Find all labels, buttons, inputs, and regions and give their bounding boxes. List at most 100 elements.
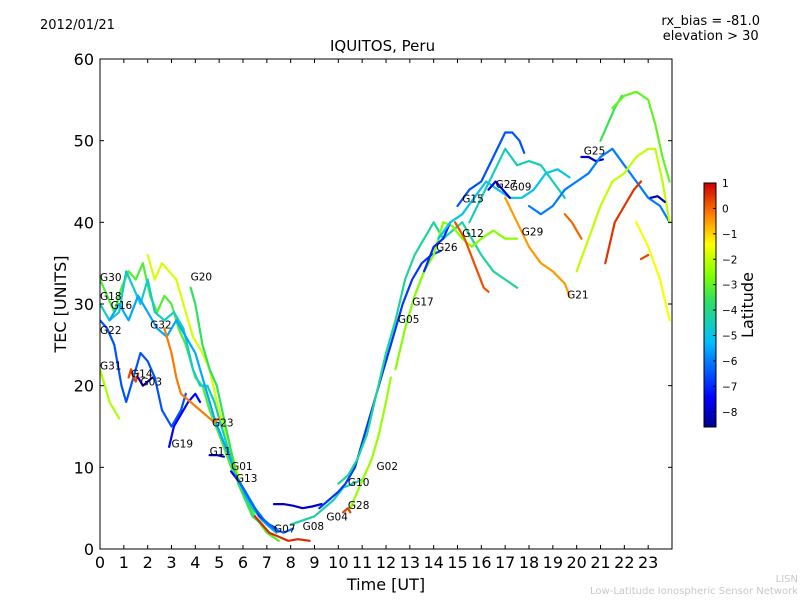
watermark: LISN Low-Latitude Ionospheric Sensor Net…	[590, 574, 798, 598]
watermark-brand: LISN	[775, 574, 798, 585]
series-G04	[289, 478, 364, 526]
x-tick-label: 8	[286, 553, 296, 572]
chart-title: IQUITOS, Peru	[330, 37, 436, 55]
x-tick-label: 4	[190, 553, 200, 572]
prn-label-G15: G15	[462, 194, 484, 206]
prn-label-G29: G29	[522, 226, 544, 238]
colorbar-tick-label: −7	[722, 381, 737, 393]
x-tick-label: 20	[566, 553, 586, 572]
series-G23	[163, 327, 221, 424]
prn-label-G17: G17	[412, 297, 434, 309]
series-G17	[394, 221, 519, 371]
prn-label-G18: G18	[100, 291, 122, 303]
series-G37	[639, 253, 650, 261]
y-axis: 0 10 20 30 40 50 60	[74, 50, 672, 559]
prn-label-G31: G31	[100, 360, 122, 372]
series-G34	[575, 147, 671, 273]
y-tick-label: 20	[74, 377, 94, 396]
x-tick-label: 18	[519, 553, 539, 572]
colorbar-tick-label: −2	[722, 254, 737, 266]
x-tick-label: 3	[166, 553, 176, 572]
series-G29	[454, 221, 490, 293]
y-axis-title: TEC [UNITS]	[51, 256, 70, 354]
prn-label-G30: G30	[100, 272, 122, 284]
x-tick-label: 14	[423, 553, 443, 572]
x-tick-label: 23	[638, 553, 658, 572]
prn-label-G22: G22	[100, 325, 122, 337]
elevation-label: elevation > 30	[662, 29, 759, 44]
x-tick-label: 19	[543, 553, 563, 572]
date-label: 2012/01/21	[40, 18, 115, 33]
series-G31	[100, 368, 121, 420]
y-tick-label: 50	[74, 132, 94, 151]
series-G16	[108, 294, 278, 534]
series-G19	[168, 392, 202, 448]
prn-label-G19: G19	[172, 439, 194, 451]
prn-label-G04: G04	[326, 511, 348, 523]
prn-label-G16: G16	[111, 300, 133, 312]
series-G03	[137, 376, 154, 387]
series-G33	[611, 90, 671, 183]
series-G20	[189, 286, 264, 526]
prn-label-G21: G21	[567, 289, 589, 301]
series-G27	[487, 180, 511, 199]
y-tick-label: 30	[74, 295, 94, 314]
series-G15	[456, 131, 526, 208]
prn-label-G23: G23	[212, 418, 234, 430]
prn-label-layer: G30G18G16G22G31G14G03G32G20G19G23G11G01G…	[100, 146, 605, 536]
prn-label-G25: G25	[584, 146, 606, 158]
prn-label-G32: G32	[150, 320, 172, 332]
series-G08	[272, 503, 323, 510]
x-axis: 0 1 2 3 4 5 6 7 8 9 10 11 12 13 14 15 16 17 18 19 20 21 22 23	[95, 59, 658, 572]
prn-label-G03: G03	[141, 377, 163, 389]
y-tick-label: 60	[74, 50, 94, 69]
prn-label-G10: G10	[348, 477, 370, 489]
watermark-org: Low-Latitude Ionospheric Sensor Network	[590, 586, 798, 597]
x-tick-label: 9	[309, 553, 319, 572]
prn-label-G13: G13	[236, 473, 258, 485]
colorbar-ticks: 1 0 −1 −2 −3 −4 −5 −6 −7 −8	[713, 178, 738, 419]
prn-label-G11: G11	[210, 446, 232, 458]
prn-label-G07: G07	[274, 524, 296, 536]
series-G05	[337, 221, 519, 485]
series-G32	[146, 253, 242, 485]
x-tick-label: 21	[590, 553, 610, 572]
series-G11	[208, 454, 225, 458]
series-G22	[100, 319, 187, 428]
x-tick-label: 10	[328, 553, 348, 572]
series-G21	[504, 196, 571, 297]
y-tick-label: 40	[74, 213, 94, 232]
prn-label-G20: G20	[191, 271, 213, 283]
x-tick-label: 16	[471, 553, 491, 572]
colorbar-tick-label: 1	[722, 178, 729, 190]
rx-bias-label: rx_bias = -81.0	[661, 14, 760, 29]
x-tick-label: 15	[447, 553, 467, 572]
series-G28	[342, 507, 352, 514]
colorbar-tick-label: −1	[722, 229, 737, 241]
colorbar	[703, 182, 717, 428]
x-tick-label: 1	[119, 553, 129, 572]
x-tick-label: 17	[495, 553, 515, 572]
y-tick-label: 0	[84, 540, 94, 559]
colorbar-tick-label: −3	[722, 280, 737, 292]
x-tick-label: 22	[614, 553, 634, 572]
y-tick-label: 10	[74, 458, 94, 477]
receiver-info: rx_bias = -81.0 elevation > 30	[661, 14, 760, 44]
colorbar-tick-label: −5	[722, 331, 737, 343]
prn-label-G08: G08	[303, 521, 325, 533]
series-G35	[635, 221, 671, 322]
series-G36	[604, 180, 643, 265]
prn-label-G27: G27	[496, 179, 517, 191]
x-tick-label: 11	[352, 553, 372, 572]
x-tick-label: 6	[238, 553, 248, 572]
series-G38	[649, 195, 666, 203]
x-tick-label: 2	[143, 553, 153, 572]
x-axis-title: Time [UT]	[346, 575, 425, 594]
x-tick-label: 7	[262, 553, 272, 572]
colorbar-tick-label: −8	[722, 407, 737, 419]
prn-label-G26: G26	[436, 242, 458, 254]
x-tick-label: 12	[376, 553, 396, 572]
series-G07	[253, 515, 311, 542]
colorbar-tick-label: 0	[722, 203, 729, 215]
series-G14	[127, 368, 140, 383]
